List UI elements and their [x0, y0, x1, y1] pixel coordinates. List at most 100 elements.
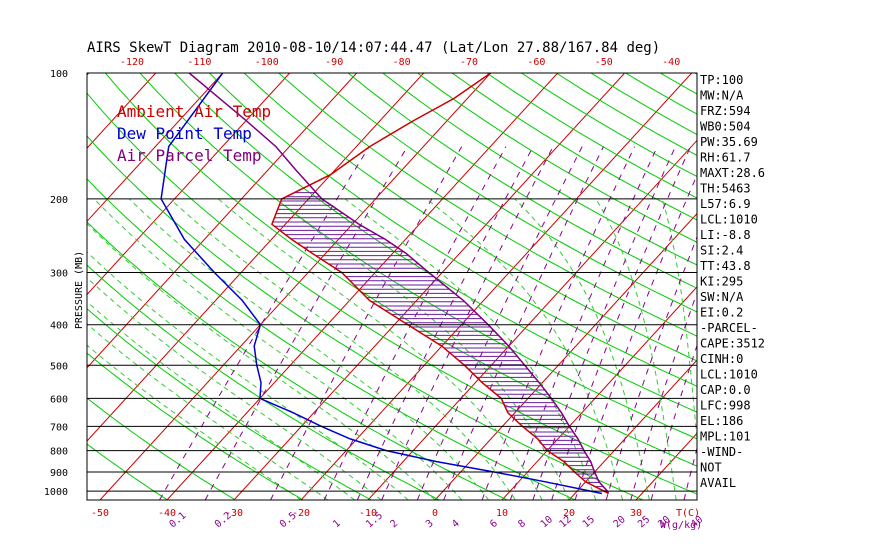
mixing-ratio-line: [574, 173, 697, 500]
dry-adiabat: [87, 264, 440, 500]
pressure-tick-label: 800: [50, 447, 68, 458]
dry-adiabat: [278, 73, 697, 337]
stat-line: WB0:504: [700, 120, 751, 134]
dry-adiabat: [382, 73, 697, 266]
bottom-temp-tick-label: -10: [359, 508, 377, 519]
pressure-tick-label: 1000: [44, 487, 68, 498]
legend: Ambient Air Temp Dew Point Temp Air Parcel…: [117, 102, 271, 165]
isotherm: [837, 73, 870, 500]
profile-lines: [160, 73, 610, 495]
stat-line: SW:N/A: [700, 290, 744, 304]
legend-entry: Ambient Air Temp: [117, 102, 271, 121]
dry-adiabat: [834, 73, 870, 500]
isotherm: [87, 73, 157, 149]
bottom-temp-tick-label: 20: [563, 508, 575, 519]
isotherm: [99, 73, 492, 500]
isotherm: [434, 212, 697, 500]
dry-adiabat: [174, 73, 697, 413]
stat-line: -PARCEL-: [700, 321, 758, 335]
background-grid: [0, 73, 870, 500]
stat-line: SI:2.4: [700, 244, 743, 258]
pressure-tick-label: 200: [50, 195, 68, 206]
pressure-tick-label: 400: [50, 321, 68, 332]
moist-adiabat: [128, 198, 489, 500]
stat-line: MPL:101: [700, 430, 751, 444]
isotherm: [770, 73, 870, 500]
dry-adiabat: [87, 221, 508, 500]
stat-line: TT:43.8: [700, 259, 751, 273]
isotherm: [87, 73, 358, 369]
bottom-temp-tick-label: -30: [225, 508, 243, 519]
dew-point-line: [160, 73, 602, 495]
stat-line: PW:35.69: [700, 135, 758, 149]
dry-adiabat: [87, 443, 168, 500]
moist-adiabat: [595, 198, 677, 500]
top-temp-tick-label: -100: [255, 57, 279, 68]
moist-adiabat: [87, 344, 302, 500]
stat-line: RH:61.7: [700, 151, 751, 165]
moist-adiabat: [87, 323, 329, 500]
y-axis-label: PRESSURE (MB): [74, 251, 85, 329]
dry-adiabat: [87, 308, 372, 500]
dry-adiabat: [243, 73, 697, 362]
stat-line: NOT: [700, 461, 722, 475]
mixing-ratio-tick-label: 2: [388, 518, 400, 530]
isotherm: [300, 73, 693, 500]
top-temp-tick-label: -70: [460, 57, 478, 68]
legend-entry: Dew Point Temp: [117, 124, 252, 143]
stat-line: AVAIL: [700, 476, 736, 490]
stat-line: KI:295: [700, 275, 743, 289]
mixing-ratio-tick-label: 3: [424, 518, 436, 530]
moist-adiabat: [87, 251, 409, 500]
mixing-ratio-unit-label: W(g/kg): [660, 520, 702, 531]
bottom-temp-tick-label: 10: [496, 508, 508, 519]
pressure-tick-label: 700: [50, 422, 68, 433]
dry-adiabat: [659, 73, 697, 95]
moist-adiabat: [661, 198, 697, 444]
dry-adiabat: [764, 73, 870, 500]
mixing-ratio-tick-label: 15: [581, 514, 597, 530]
isotherm: [367, 139, 697, 500]
top-temp-tick-label: -90: [325, 57, 343, 68]
pressure-tick-label: 300: [50, 269, 68, 280]
stat-line: EI:0.2: [700, 306, 743, 320]
isotherm: [568, 359, 697, 500]
mixing-ratio-tick-label: 1: [331, 518, 343, 530]
dry-adiabat: [139, 73, 697, 440]
dry-adiabat: [313, 73, 697, 313]
mixing-ratio-tick-label: 8: [516, 518, 528, 530]
bottom-temp-tick-label: 0: [432, 508, 438, 519]
pressure-tick-label: 500: [50, 361, 68, 372]
dry-adiabat: [87, 352, 304, 500]
bottom-temp-tick-label: -20: [292, 508, 310, 519]
mixing-ratio-line: [481, 146, 636, 500]
dry-adiabat: [87, 92, 697, 495]
pressure-tick-label: 100: [50, 69, 68, 80]
stat-line: LFC:998: [700, 399, 751, 413]
cape-hatching: [272, 192, 607, 492]
bottom-temp-unit-label: T(C): [676, 508, 700, 519]
mixing-ratio-tick-label: 20: [612, 514, 628, 530]
stat-line: TH:5463: [700, 182, 751, 196]
mixing-ratio-tick-label: 10: [539, 514, 555, 530]
bottom-temp-tick-label: -50: [91, 508, 109, 519]
dry-adiabat: [104, 73, 697, 467]
isotherm: [0, 73, 22, 500]
bottom-temp-tick-label: 30: [630, 508, 642, 519]
moist-adiabat: [87, 300, 355, 500]
stat-line: LCL:1010: [700, 368, 758, 382]
mixing-ratio-line: [509, 146, 658, 500]
stat-line: L57:6.9: [700, 197, 751, 211]
stat-line: MAXT:28.6: [700, 166, 765, 180]
top-temp-tick-label: -50: [595, 57, 613, 68]
plot-frame: [86, 72, 698, 501]
top-temp-tick-label: -40: [662, 57, 680, 68]
moist-adiabat: [217, 198, 543, 500]
stat-line: FRZ:594: [700, 104, 751, 118]
top-temp-tick-label: -80: [393, 57, 411, 68]
chart-title: AIRS SkewT Diagram 2010-08-10/14:07:44.4…: [87, 40, 660, 56]
parcel-temp-line: [188, 73, 610, 494]
top-temp-tick-label: -110: [187, 57, 211, 68]
top-temp-tick-label: -120: [120, 57, 144, 68]
